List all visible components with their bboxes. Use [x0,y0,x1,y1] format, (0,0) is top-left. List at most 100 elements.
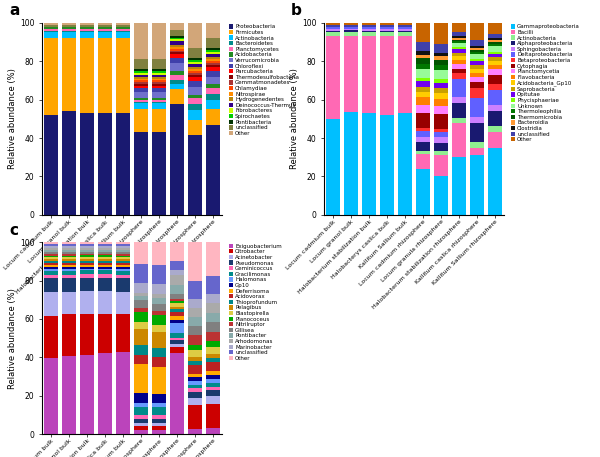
Bar [152,298,166,303]
Bar [470,65,484,69]
Bar [134,103,148,109]
Bar [170,74,184,80]
Bar [488,40,502,42]
Bar [170,308,184,312]
Bar [152,332,166,348]
Bar [116,25,130,27]
Bar [116,314,130,352]
Bar [152,82,166,84]
Bar [62,267,76,269]
Bar [470,148,484,155]
Bar [188,75,202,77]
Bar [62,255,76,257]
Bar [116,269,130,271]
Bar [134,82,148,84]
Bar [152,59,166,69]
Bar [134,92,148,98]
Bar [116,244,130,246]
Bar [170,47,184,49]
Bar [188,71,202,73]
Bar [98,250,112,252]
Bar [416,105,430,113]
Bar [434,79,448,83]
Bar [398,32,412,36]
Bar [62,23,76,25]
Bar [152,86,166,88]
Bar [416,154,430,169]
Bar [488,53,502,58]
Bar [134,71,148,73]
Bar [434,155,448,176]
Bar [398,29,412,31]
Bar [206,341,220,347]
Bar [152,407,166,415]
Bar [416,64,430,69]
Bar [362,36,376,113]
Bar [170,260,184,270]
Bar [434,23,448,44]
Bar [44,242,58,244]
Bar [452,157,466,215]
Bar [488,52,502,53]
Bar [452,103,466,118]
Bar [416,55,430,58]
Bar [116,27,130,29]
Bar [44,29,58,31]
Bar [44,254,58,255]
Bar [134,59,148,69]
Bar [170,320,184,324]
Bar [62,265,76,267]
Bar [152,69,166,71]
Bar [116,255,130,257]
Bar [452,118,466,123]
Bar [452,36,466,38]
Bar [470,40,484,46]
Bar [380,25,394,27]
Bar [416,151,430,154]
Bar [206,293,220,303]
Bar [62,314,76,356]
Bar [80,263,94,265]
Bar [98,274,112,278]
Bar [206,379,220,383]
Bar [488,84,502,90]
Bar [344,25,358,27]
Bar [188,317,202,326]
Bar [98,32,112,38]
Bar [188,398,202,405]
Bar [362,29,376,31]
Bar [80,255,94,257]
Bar [62,25,76,27]
Bar [434,143,448,151]
Bar [344,32,358,36]
Bar [188,377,202,381]
Bar [206,383,220,387]
Bar [98,314,112,353]
Bar [170,23,184,30]
Bar [188,95,202,98]
Bar [134,100,148,101]
Bar [488,106,502,111]
Bar [152,92,166,98]
Bar [398,31,412,32]
Bar [44,358,58,434]
Bar [170,51,184,53]
Bar [98,259,112,261]
Bar [170,49,184,51]
Bar [44,31,58,32]
Bar [62,275,76,278]
Bar [170,276,184,285]
Bar [452,53,466,56]
Bar [206,404,220,429]
Bar [44,265,58,267]
Bar [470,50,484,52]
Bar [80,261,94,263]
Bar [206,362,220,372]
Bar [170,54,184,58]
Bar [62,246,76,248]
Bar [152,357,166,367]
Bar [134,23,148,59]
Bar [452,40,466,42]
Bar [326,29,340,31]
Bar [452,42,466,43]
